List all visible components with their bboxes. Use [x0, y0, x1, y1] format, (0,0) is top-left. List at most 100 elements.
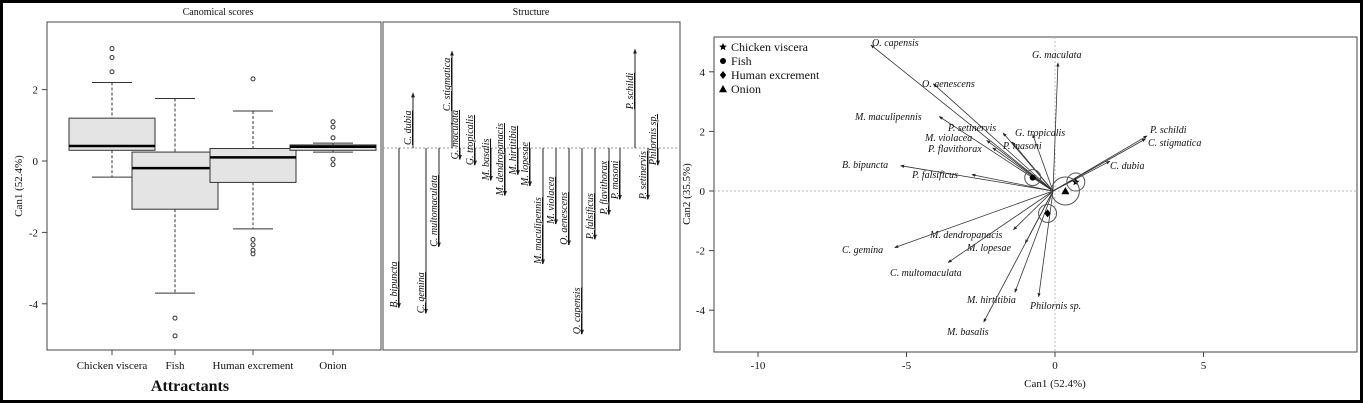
y-tick-label: -2: [29, 227, 38, 239]
boxplot-ylabel: Can1 (52.4%): [13, 155, 25, 217]
biplot-axes: [713, 36, 1358, 353]
vector-label: M. violacea: [924, 133, 972, 144]
structure-label: P. schildi: [625, 72, 636, 110]
vector-label: P. schildi: [1149, 125, 1187, 136]
vector-arrow: [983, 190, 1054, 323]
vector-label: P. masoni: [1002, 141, 1042, 152]
x-tick-label: Chicken viscera: [77, 360, 148, 372]
outlier-point: [172, 315, 178, 321]
structure-label: C. stigmatica: [442, 58, 453, 111]
outlier-point: [250, 76, 256, 82]
vector-arrow: [870, 44, 1054, 192]
legend-entry: Chicken viscera: [731, 40, 809, 54]
vector-label: P. falsificus: [911, 170, 958, 181]
x-tick-label: 5: [1201, 360, 1207, 372]
vector-arrow: [932, 83, 1054, 192]
structure-label: O. capensis: [572, 287, 583, 334]
outlier-point: [109, 69, 115, 75]
triangle-marker-icon: [1061, 187, 1070, 195]
y-tick-label: 0: [700, 186, 706, 198]
vector-arrow: [971, 173, 1054, 192]
circle-marker-icon: [1029, 174, 1036, 181]
vector-label: M. hirtitibia: [966, 295, 1016, 306]
vector-label: M. dendropanacis: [929, 230, 1003, 241]
outlier-point: [109, 54, 115, 60]
legend-entry: Onion: [731, 82, 761, 96]
vector-label: O. capensis: [872, 38, 919, 49]
legend-entry: Human excrement: [731, 68, 820, 82]
x-tick-label: Fish: [166, 360, 185, 372]
structure-label: P. masoni: [610, 160, 621, 200]
vector-label: P. setinervis: [947, 123, 996, 134]
vector-arrow: [1037, 190, 1054, 298]
vector-label: G. maculata: [1032, 50, 1081, 61]
x-tick-label: Human excrement: [213, 360, 294, 372]
y-tick-label: 0: [33, 156, 39, 168]
structure-label: M. maculipennis: [533, 197, 544, 265]
vector-arrow: [986, 140, 1054, 192]
structure-title: Structure: [513, 7, 550, 18]
outlier-point: [250, 251, 256, 257]
vector-label: C. stigmatica: [1148, 138, 1201, 149]
vector-arrow: [1052, 138, 1146, 192]
structure-label: M. violacea: [546, 177, 557, 225]
structure-label: Philornis sp.: [648, 114, 659, 166]
outlier-point: [330, 162, 336, 168]
group-confidence-circle: [1050, 176, 1080, 206]
structure-label: O. aenescens: [559, 192, 570, 245]
vector-arrow: [1011, 141, 1054, 192]
y-tick-label: 2: [33, 85, 39, 97]
biplot-panel: Can1 (52.4%) Can2 (35.5%) -10 -5 0 5 4 2 0 -2 -4…: [681, 36, 1358, 390]
structure-label: M. lopesae: [520, 142, 531, 187]
x-tick-label: Onion: [319, 360, 347, 372]
x-tick-label: -10: [751, 360, 766, 372]
vector-arrow: [1014, 190, 1054, 293]
structure-label: B. bipuncta: [389, 261, 400, 307]
diamond-marker-icon: [719, 71, 727, 79]
outlier-point: [330, 156, 336, 162]
vector-arrow: [1013, 190, 1054, 231]
vector-label: O. aenescens: [922, 79, 975, 90]
vector-arrow: [992, 147, 1054, 192]
outlier-point: [250, 242, 256, 248]
group-confidence-circle: [1038, 203, 1058, 223]
star-marker-icon: [719, 43, 727, 51]
vector-arrow: [894, 190, 1054, 248]
biplot-xlabel: Can1 (52.4%): [1024, 378, 1086, 390]
legend-entry: Fish: [731, 54, 752, 68]
box: [131, 151, 219, 210]
vector-label: G. tropicalis: [1015, 128, 1065, 139]
diamond-marker-icon: [1044, 209, 1051, 218]
triangle-marker-icon: [719, 85, 727, 93]
structure-axes: [382, 21, 681, 351]
vector-arrow: [900, 164, 1054, 192]
vector-label: M. basalis: [946, 327, 989, 338]
group-confidence-circle: [1024, 169, 1042, 187]
structure-label: M. basalis: [481, 139, 492, 182]
vector-label: C. multomaculata: [890, 268, 962, 279]
vector-arrow: [1032, 134, 1054, 192]
outlier-point: [330, 135, 336, 141]
boxplot-axes: [46, 21, 382, 351]
structure-label: M. hirtitibia: [508, 126, 519, 176]
vector-label: M. lopesae: [966, 243, 1011, 254]
vector-arrow: [1052, 62, 1060, 192]
boxplot-panel: Canomical scores Can1 (52.4%) Attractant…: [13, 7, 382, 395]
structure-label: P. setinervis: [638, 151, 649, 200]
structure-label: C. multomaculata: [429, 175, 440, 247]
outlier-point: [109, 46, 115, 52]
boxplot-title: Canomical scores: [183, 7, 254, 18]
outlier-point: [330, 124, 336, 130]
structure-label: P. flavithorax: [599, 160, 610, 215]
group-confidence-circle: [1066, 172, 1086, 192]
x-tick-label: -5: [902, 360, 912, 372]
biplot-ylabel: Can2 (35.5%): [681, 163, 693, 225]
outlier-point: [330, 119, 336, 125]
structure-label: G. tropicalis: [465, 115, 476, 165]
x-tick-label: 0: [1052, 360, 1058, 372]
outlier-point: [250, 237, 256, 243]
y-tick-label: 4: [700, 67, 706, 79]
structure-label: M. dendropanacis: [495, 123, 506, 197]
